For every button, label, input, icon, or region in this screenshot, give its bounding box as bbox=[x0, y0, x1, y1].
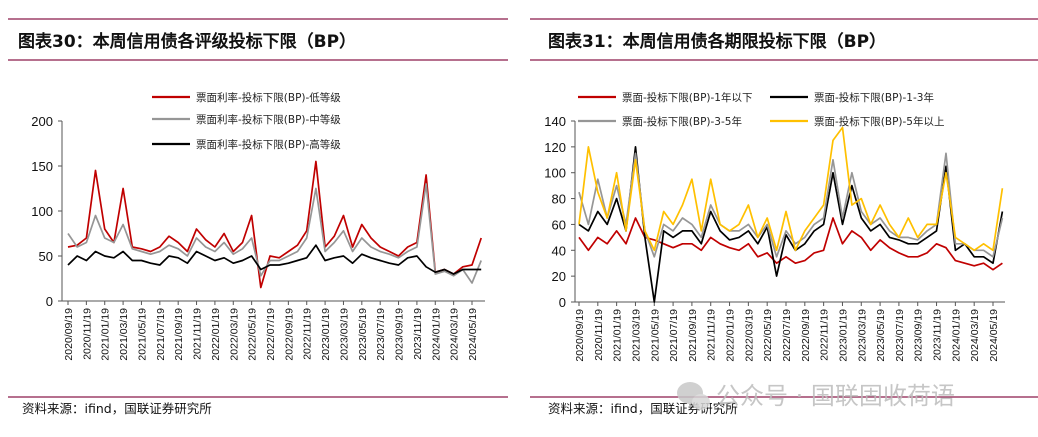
x-tick-label: 2023/05/19 bbox=[357, 308, 369, 361]
x-tick-label: 2023/09/19 bbox=[913, 309, 925, 362]
x-tick-label: 2021/05/19 bbox=[649, 309, 661, 362]
x-tick-label: 2022/11/19 bbox=[302, 308, 314, 360]
x-tick-label: 2022/01/19 bbox=[725, 309, 737, 362]
legend-label: 票面利率-投标下限(BP)-中等级 bbox=[196, 113, 341, 126]
y-tick-label: 40 bbox=[552, 243, 566, 258]
y-tick-label: 100 bbox=[544, 166, 566, 181]
x-tick-label: 2020/09/19 bbox=[574, 309, 586, 362]
x-tick-label: 2024/05/19 bbox=[467, 308, 479, 361]
legend-label: 票面-投标下限(BP)-1年以下 bbox=[622, 91, 753, 104]
x-tick-label: 2022/03/19 bbox=[228, 308, 240, 361]
x-tick-label: 2022/09/19 bbox=[283, 308, 295, 361]
series-line-3 bbox=[67, 244, 482, 275]
y-tick-label: 80 bbox=[552, 192, 566, 207]
x-tick-label: 2021/03/19 bbox=[118, 308, 130, 361]
wechat-icon-bubble bbox=[692, 394, 710, 410]
series-line-1 bbox=[67, 160, 483, 289]
source-note: 资料来源：ifind，国联证券研究所 bbox=[22, 401, 212, 416]
y-tick-label: 20 bbox=[552, 269, 566, 284]
x-tick-label: 2023/09/19 bbox=[394, 308, 406, 361]
x-tick-label: 2024/03/19 bbox=[449, 308, 461, 361]
legend-label: 票面利率-投标下限(BP)-低等级 bbox=[196, 91, 341, 104]
y-tick-label: 60 bbox=[552, 217, 566, 232]
chart-title: 图表31：本周信用债各期限投标下限（BP） bbox=[548, 31, 886, 52]
x-tick-label: 2024/01/19 bbox=[430, 308, 442, 361]
series-line-2 bbox=[578, 146, 1004, 303]
chart-1: 图表30：本周信用债各评级投标下限（BP） 资料来源：ifind，国联证券研究所 0… bbox=[8, 18, 508, 416]
x-tick-label: 2023/03/19 bbox=[338, 308, 350, 361]
x-tick-label: 2021/03/19 bbox=[630, 309, 642, 362]
x-tick-label: 2023/03/19 bbox=[856, 309, 868, 362]
x-tick-label: 2021/11/19 bbox=[192, 308, 204, 360]
x-tick-label: 2024/03/19 bbox=[969, 309, 981, 362]
x-tick-label: 2021/05/19 bbox=[136, 308, 148, 361]
series-line-3 bbox=[578, 152, 1004, 258]
y-tick-label: 120 bbox=[544, 140, 566, 155]
y-tick-label: 150 bbox=[31, 159, 53, 174]
x-tick-label: 2021/01/19 bbox=[612, 309, 624, 362]
x-tick-label: 2020/11/19 bbox=[81, 308, 93, 360]
chart-2: 图表31：本周信用债各期限投标下限（BP） 资料来源：ifind，国联证券研究所 0… bbox=[530, 18, 1038, 416]
source-note: 资料来源：ifind，国联证券研究所 bbox=[548, 401, 738, 416]
watermark-text: 公众号 · 国联固收荷语 bbox=[716, 382, 955, 410]
x-tick-label: 2023/01/19 bbox=[837, 309, 849, 362]
x-tick-label: 2020/11/19 bbox=[593, 309, 605, 361]
y-tick-label: 140 bbox=[544, 114, 566, 129]
x-tick-label: 2021/09/19 bbox=[687, 309, 699, 362]
x-tick-label: 2022/07/19 bbox=[781, 309, 793, 362]
x-tick-label: 2022/03/19 bbox=[743, 309, 755, 362]
x-tick-label: 2023/11/19 bbox=[412, 308, 424, 360]
series-line-2 bbox=[67, 183, 482, 284]
x-tick-label: 2021/09/19 bbox=[173, 308, 185, 361]
legend-label: 票面利率-投标下限(BP)-高等级 bbox=[196, 138, 341, 151]
x-tick-label: 2023/11/19 bbox=[932, 309, 944, 361]
x-tick-label: 2022/09/19 bbox=[800, 309, 812, 362]
x-tick-label: 2023/07/19 bbox=[375, 308, 387, 361]
y-tick-label: 0 bbox=[559, 295, 566, 310]
x-tick-label: 2021/11/19 bbox=[706, 309, 718, 361]
y-tick-label: 0 bbox=[46, 294, 53, 309]
x-tick-label: 2022/05/19 bbox=[247, 308, 259, 361]
x-tick-label: 2023/05/19 bbox=[875, 309, 887, 362]
x-tick-label: 2023/07/19 bbox=[894, 309, 906, 362]
series-line-1 bbox=[578, 217, 1003, 271]
legend-label: 票面-投标下限(BP)-1-3年 bbox=[814, 91, 934, 104]
legend-label: 票面-投标下限(BP)-3-5年 bbox=[622, 115, 742, 128]
x-tick-label: 2022/05/19 bbox=[762, 309, 774, 362]
x-tick-label: 2023/01/19 bbox=[320, 308, 332, 361]
legend-label: 票面-投标下限(BP)-5年以上 bbox=[814, 115, 945, 128]
chart-title: 图表30：本周信用债各评级投标下限（BP） bbox=[18, 31, 356, 52]
x-tick-label: 2021/07/19 bbox=[668, 309, 680, 362]
y-tick-label: 200 bbox=[31, 114, 53, 129]
x-tick-label: 2024/01/19 bbox=[950, 309, 962, 362]
x-tick-label: 2022/07/19 bbox=[265, 308, 277, 361]
watermark: 公众号 · 国联固收荷语 bbox=[677, 382, 955, 410]
x-tick-label: 2024/05/19 bbox=[988, 309, 1000, 362]
series-line-4 bbox=[578, 126, 1004, 252]
x-tick-label: 2021/01/19 bbox=[100, 308, 112, 361]
y-tick-label: 50 bbox=[39, 249, 53, 264]
x-tick-label: 2021/07/19 bbox=[155, 308, 167, 361]
x-tick-label: 2020/09/19 bbox=[63, 308, 75, 361]
y-tick-label: 100 bbox=[31, 204, 53, 219]
x-tick-label: 2022/01/19 bbox=[210, 308, 222, 361]
x-tick-label: 2022/11/19 bbox=[819, 309, 831, 361]
